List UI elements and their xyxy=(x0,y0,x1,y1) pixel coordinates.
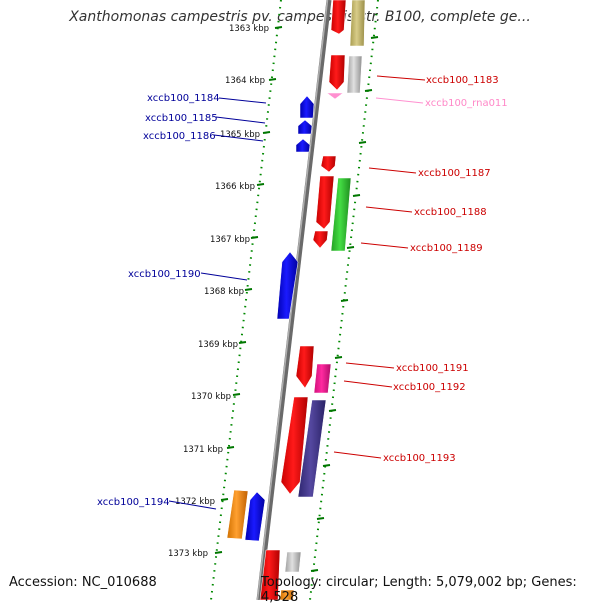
tick-1372 xyxy=(220,498,229,501)
gene-orange-1194-neighbor xyxy=(226,489,249,540)
gene-bottom-grey xyxy=(284,551,302,573)
accession-text: Accession: NC_010688 xyxy=(9,575,157,590)
gene-xccb100-1193 xyxy=(297,399,327,498)
tick-label: 1370 kbp xyxy=(191,392,231,402)
gene-bottom-red xyxy=(259,549,281,600)
tick-1364 xyxy=(268,78,277,81)
gene-label: xccb100_1193 xyxy=(383,453,456,464)
gene-xccb100-1183 xyxy=(328,54,346,91)
tick-label: 1372 kbp xyxy=(175,497,215,507)
gene-xccb100-1194 xyxy=(244,491,266,542)
tick-1368 xyxy=(244,288,253,291)
tick-label: 1373 kbp xyxy=(168,549,208,559)
gene-xccb100-1191 xyxy=(295,345,315,389)
reverse-strand-features xyxy=(226,95,315,542)
gene-xccb100-1193-red xyxy=(280,396,309,495)
gene-xccb100-1186 xyxy=(295,138,311,153)
tick-1366 xyxy=(256,183,265,186)
gene-grey-1 xyxy=(346,55,363,94)
forward-strand-features xyxy=(259,0,366,600)
tick-1370 xyxy=(232,393,241,396)
gene-xccb100-1188b xyxy=(312,230,329,249)
gene-bottom-orange xyxy=(279,589,295,600)
tick-label: 1371 kbp xyxy=(183,445,223,455)
gene-top-khaki xyxy=(349,0,366,47)
gene-label: xccb100_1192 xyxy=(393,382,466,393)
tick-label: 1366 kbp xyxy=(215,182,255,192)
tick-label: 1367 kbp xyxy=(210,235,250,245)
gene-label: xccb100_1194 xyxy=(97,497,170,508)
gene-xccb100-1192 xyxy=(313,363,332,394)
gene-top-partial xyxy=(330,0,347,35)
tick-1369 xyxy=(238,341,247,344)
gene-labels: xccb100_1183 xccb100_rna011 xccb100_1184… xyxy=(97,75,508,508)
tick-1363 xyxy=(274,26,283,29)
tick-label: 1368 kbp xyxy=(204,287,244,297)
gene-label: xccb100_1183 xyxy=(426,75,499,86)
tick-label: 1363 kbp xyxy=(229,24,269,34)
gene-xccb100-1187 xyxy=(320,155,337,173)
gene-label: xccb100_1190 xyxy=(128,269,201,280)
tick-1365 xyxy=(262,131,271,134)
gene-xccb100-1188 xyxy=(315,175,335,230)
gene-xccb100-1184 xyxy=(299,95,315,119)
right-ticks xyxy=(310,36,379,572)
gene-label: xccb100_1187 xyxy=(418,168,491,179)
gene-label: xccb100_1189 xyxy=(410,243,483,254)
tick-label: 1364 kbp xyxy=(225,76,265,86)
gene-xccb100-1189 xyxy=(330,177,352,252)
tick-1367 xyxy=(250,236,259,239)
map-title: Xanthomonas campestris pv. campestris st… xyxy=(69,9,531,25)
gene-label: xccb100_1184 xyxy=(147,93,220,104)
gene-label: xccb100_rna011 xyxy=(425,98,508,109)
gene-label: xccb100_1188 xyxy=(414,207,487,218)
gene-xccb100-1190 xyxy=(276,251,299,320)
tick-1371 xyxy=(226,446,235,449)
gene-xccb100-1185 xyxy=(297,119,313,135)
rna-xccb100-rna011 xyxy=(326,92,344,100)
kbp-tick-labels: 1363 kbp 1364 kbp 1365 kbp 1366 kbp 1367… xyxy=(168,24,269,559)
tick-1373 xyxy=(214,551,223,554)
gene-label: xccb100_1185 xyxy=(145,113,218,124)
gene-label: xccb100_1191 xyxy=(396,363,469,374)
tick-label: 1369 kbp xyxy=(198,340,238,350)
gene-label: xccb100_1186 xyxy=(143,131,216,142)
label-leaders xyxy=(168,75,426,510)
topology-text: Topology: circular; Length: 5,079,002 bp… xyxy=(261,575,577,605)
genome-backbone xyxy=(256,0,332,600)
tick-label: 1365 kbp xyxy=(220,130,260,140)
kbp-ticks xyxy=(214,26,283,554)
